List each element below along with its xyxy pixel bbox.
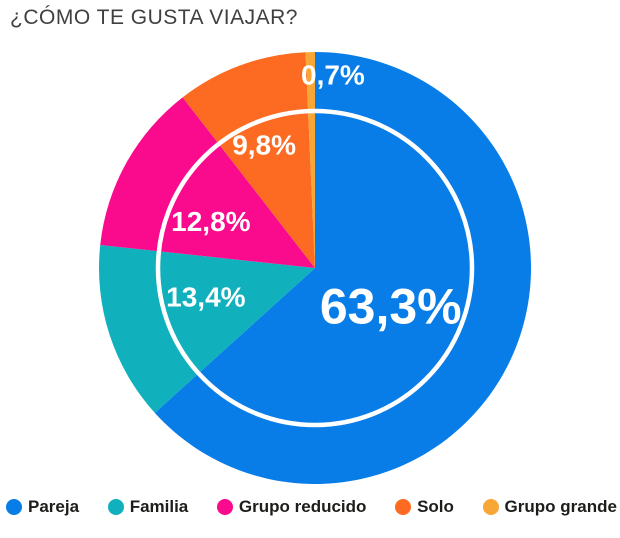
- page-title: ¿CÓMO TE GUSTA VIAJAR?: [10, 6, 298, 29]
- slice-label-familia: 13,4%: [166, 282, 245, 313]
- pie-slice-grupo-reducido: [100, 97, 316, 269]
- pie-slice-pareja: [154, 52, 532, 485]
- legend-item-grupo-grande: Grupo grande: [482, 497, 617, 517]
- legend-item-familia: Familia: [107, 497, 189, 517]
- legend-dot-pareja: [6, 499, 22, 515]
- slice-label-pareja: 63,3%: [320, 279, 462, 335]
- legend-label-solo: Solo: [417, 497, 454, 516]
- legend-label-pareja: Pareja: [28, 497, 80, 516]
- legend: Pareja Familia Grupo reducido Solo Grupo…: [0, 491, 620, 523]
- legend-label-grupo-reducido: Grupo reducido: [238, 497, 367, 516]
- pie-slice-solo: [182, 52, 315, 268]
- pie-slice-grupo-grande: [305, 52, 315, 268]
- slice-label-solo: 9,8%: [232, 130, 296, 161]
- legend-dot-familia: [107, 499, 124, 515]
- slice-label-grupo-grande: 0,7%: [301, 59, 365, 90]
- legend-label-familia: Familia: [129, 497, 189, 516]
- legend-dot-grupo-grande: [482, 499, 499, 515]
- legend-item-pareja: Pareja: [6, 497, 79, 517]
- legend-item-solo: Solo: [395, 497, 454, 517]
- inner-ring: [155, 108, 475, 428]
- legend-label-grupo-grande: Grupo grande: [504, 497, 617, 516]
- legend-dot-grupo-reducido: [216, 499, 233, 515]
- legend-item-grupo-reducido: Grupo reducido: [216, 497, 367, 517]
- slice-label-grupo-reducido: 12,8%: [171, 206, 250, 237]
- legend-dot-solo: [395, 499, 412, 515]
- pie-slice-familia: [98, 244, 315, 413]
